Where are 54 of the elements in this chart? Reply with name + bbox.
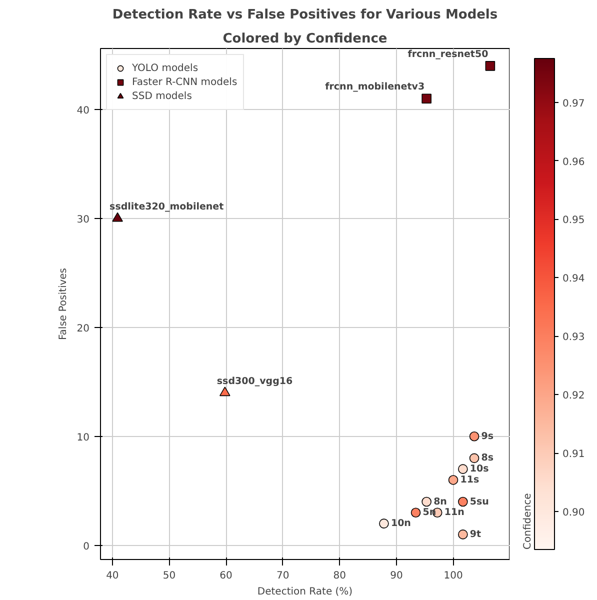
point (485, 61, 496, 71)
x-tick-label: 50 (162, 570, 176, 582)
point (469, 431, 480, 442)
x-tick-label: 100 (444, 570, 463, 582)
annotation: frcnn_resnet50 (408, 48, 489, 60)
legend-label: YOLO models (132, 62, 198, 74)
point (220, 386, 230, 396)
legend-label: SSD models (132, 90, 192, 102)
annotation: 9t (470, 528, 482, 540)
chart-title: Detection Rate vs False Positives for Various Models (112, 8, 498, 22)
y-axis-title: False Positives (58, 268, 69, 340)
annotation: 8s (481, 452, 494, 464)
point (469, 453, 480, 464)
x-tick-label: 90 (390, 570, 403, 582)
annotation: 10s (470, 464, 490, 475)
point (422, 496, 432, 507)
point (410, 508, 421, 518)
annotation: 11s (460, 474, 480, 486)
point (422, 94, 432, 104)
color-bar-label: 0.94 (562, 274, 585, 285)
annotation: ssd300_vgg16 (216, 376, 293, 387)
x-tick-label: 80 (333, 570, 346, 582)
annotation: ssdlite320_mobilenet (110, 201, 224, 212)
y-tick-label: 10 (76, 432, 90, 444)
x-tick-label: 70 (276, 570, 290, 582)
color-bar-label: 0.97 (562, 98, 585, 110)
y-tick-label: 30 (76, 214, 90, 226)
color-bar-label: 0.95 (562, 215, 585, 226)
color-bar-label: 0.93 (562, 332, 585, 344)
annotation: 5su (470, 496, 489, 508)
y-tick-label: 0 (83, 541, 90, 552)
point (379, 518, 389, 528)
color-bar-title: Confidence (522, 493, 534, 550)
color-bar-label: 0.91 (562, 449, 585, 460)
y-tick-label: 20 (76, 323, 90, 334)
legend-label: Faster R-CNN models (132, 76, 238, 88)
annotation: 8n (434, 496, 448, 508)
x-axis-title: Detection Rate (%) (257, 586, 353, 598)
point (112, 212, 123, 222)
color-bar-label: 0.90 (562, 508, 585, 519)
annotation: frcnn_mobilenetv3 (325, 82, 425, 93)
color-bar-label: 0.96 (562, 156, 585, 168)
point (458, 496, 468, 507)
x-tick-label: 60 (220, 570, 232, 582)
y-tick-label: 40 (76, 106, 90, 117)
x-tick-label: 40 (106, 570, 119, 582)
chart-subtitle: Colored by Confidence (222, 32, 388, 46)
point (458, 464, 468, 474)
annotation: 10n (390, 518, 412, 530)
annotation: 11n (444, 507, 465, 518)
point (458, 530, 468, 540)
annotation: 9s (481, 430, 494, 442)
color-bar-label: 0.92 (562, 390, 585, 402)
point (448, 475, 458, 485)
